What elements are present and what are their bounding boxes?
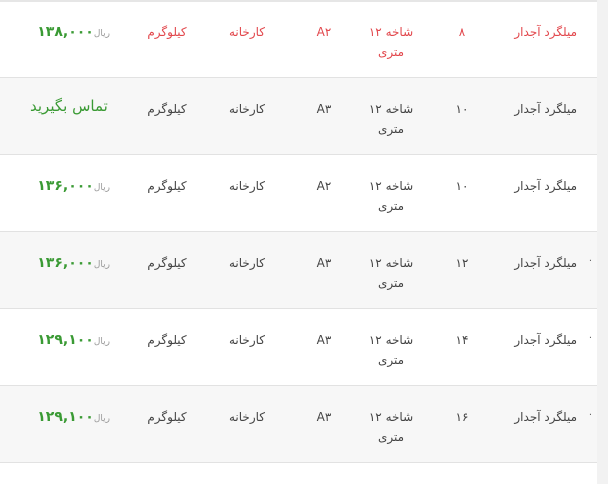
currency-label: ریال <box>93 414 110 424</box>
price: ریال۱۳۶,۰۰۰ <box>14 176 114 198</box>
price: ریال۱۲۹,۱۰۰ <box>14 407 114 429</box>
unit: کیلوگرم <box>147 102 187 116</box>
product-branch: شاخه ۱۲ متری <box>368 102 414 136</box>
table-row: میلگرد آجدار ۱۰ شاخه ۱۲ متری A۳ کارخانه کیلوگ… <box>0 78 597 155</box>
product-grade: A۳ <box>316 410 332 424</box>
unit: کیلوگرم <box>147 256 187 270</box>
delivery-place: کارخانه <box>228 410 265 424</box>
table-row: میلگرد آجدار ۱۰ شاخه ۱۲ متری A۲ کارخانه کیلوگ… <box>0 155 597 232</box>
currency-label: ریال <box>93 183 110 193</box>
product-size: ۱۴ <box>455 333 469 347</box>
table-row: . میلگرد آجدار ۱۲ شاخه ۱۲ متری A۳ کارخانه کیلو… <box>0 232 597 309</box>
product-branch: شاخه ۱۲ متری <box>368 410 414 444</box>
product-grade: A۳ <box>316 333 332 347</box>
table-row: میلگرد آجدار ۸ شاخه ۱۲ متری A۲ کارخانه کیلوگر… <box>0 1 597 78</box>
bullet: . <box>588 407 592 418</box>
unit: کیلوگرم <box>147 333 187 347</box>
product-branch: شاخه ۱۲ متری <box>368 25 414 59</box>
divider <box>0 0 597 2</box>
price: ریال۱۲۹,۱۰۰ <box>14 330 114 352</box>
product-size: ۱۰ <box>455 102 469 116</box>
product-size: ۸ <box>458 25 466 39</box>
product-name[interactable]: میلگرد آجدار <box>514 256 577 270</box>
currency-label: ریال <box>93 29 110 39</box>
product-name[interactable]: میلگرد آجدار <box>514 179 577 193</box>
price-amount: ۱۳۶,۰۰۰ <box>37 178 94 194</box>
product-size: ۱۰ <box>455 179 469 193</box>
unit: کیلوگرم <box>147 179 187 193</box>
product-branch: شاخه ۱۲ متری <box>368 333 414 367</box>
currency-label: ریال <box>93 260 110 270</box>
bullet: . <box>588 253 592 264</box>
product-name[interactable]: میلگرد آجدار <box>514 333 577 347</box>
unit: کیلوگرم <box>147 25 187 39</box>
delivery-place: کارخانه <box>228 333 265 347</box>
product-size: ۱۶ <box>455 410 469 424</box>
table-row: . میلگرد آجدار ۱۴ شاخه ۱۲ متری A۳ کارخانه کیلو… <box>0 309 597 386</box>
product-grade: A۲ <box>316 25 332 39</box>
table-row: . میلگرد آجدار ۱۶ شاخه ۱۲ متری A۳ کارخانه کیلو… <box>0 386 597 463</box>
price-amount: ۱۲۹,۱۰۰ <box>37 332 94 348</box>
delivery-place: کارخانه <box>228 256 265 270</box>
product-grade: A۲ <box>316 179 332 193</box>
price-amount: ۱۲۹,۱۰۰ <box>37 409 94 425</box>
contact-us-link[interactable]: تماس بگیرید <box>30 97 108 115</box>
price-amount: ۱۳۸,۰۰۰ <box>37 24 94 40</box>
price: ریال۱۳۶,۰۰۰ <box>14 253 114 275</box>
delivery-place: کارخانه <box>228 179 265 193</box>
product-grade: A۳ <box>316 256 332 270</box>
product-name[interactable]: میلگرد آجدار <box>514 25 577 39</box>
delivery-place: کارخانه <box>228 102 265 116</box>
product-name[interactable]: میلگرد آجدار <box>514 410 577 424</box>
product-name[interactable]: میلگرد آجدار <box>514 102 577 116</box>
price-amount: ۱۳۶,۰۰۰ <box>37 255 94 271</box>
delivery-place: کارخانه <box>228 25 265 39</box>
price: ریال۱۳۸,۰۰۰ <box>14 22 114 44</box>
product-branch: شاخه ۱۲ متری <box>368 179 414 213</box>
unit: کیلوگرم <box>147 410 187 424</box>
product-size: ۱۲ <box>455 256 469 270</box>
product-branch: شاخه ۱۲ متری <box>368 256 414 290</box>
currency-label: ریال <box>93 337 110 347</box>
bullet: . <box>588 330 592 341</box>
product-grade: A۳ <box>316 102 332 116</box>
